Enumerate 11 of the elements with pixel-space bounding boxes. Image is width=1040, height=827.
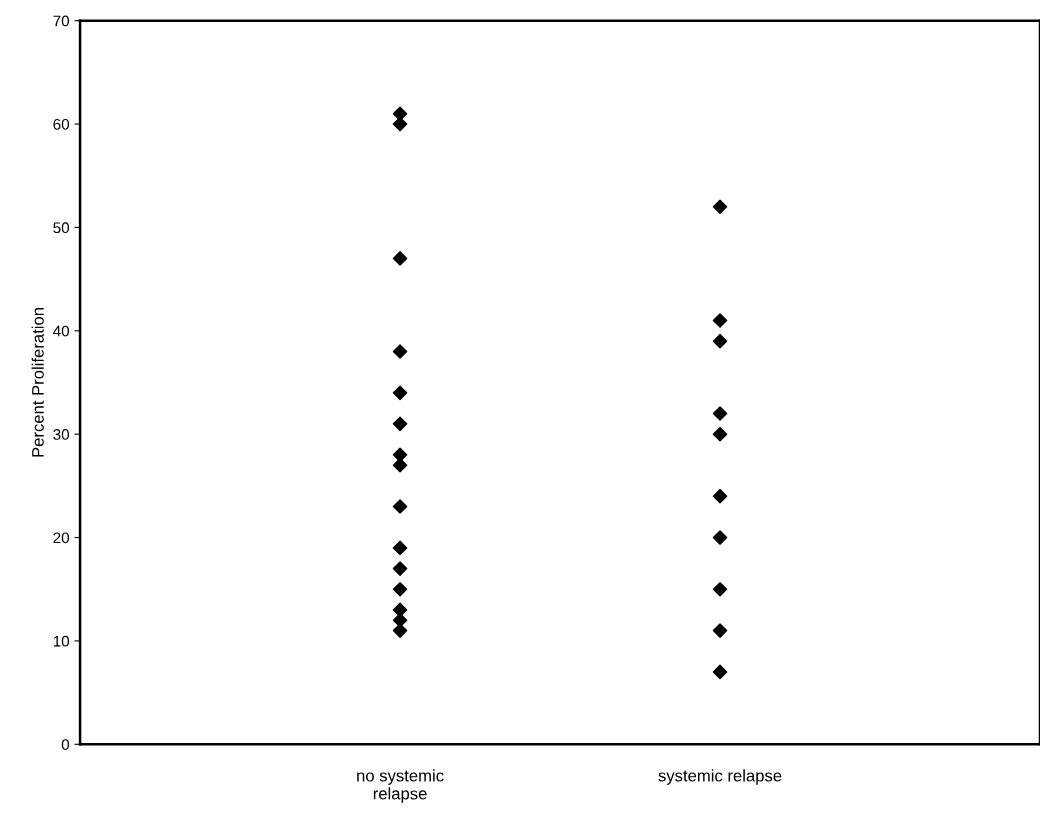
y-tick-label: 40 bbox=[53, 325, 70, 337]
y-tick-label: 50 bbox=[53, 222, 70, 234]
y-tick-label: 20 bbox=[53, 532, 70, 544]
y-tick-label: 70 bbox=[53, 15, 70, 27]
y-tick-label: 30 bbox=[53, 429, 70, 440]
x-tick-label: no systemic relapse bbox=[357, 769, 444, 803]
y-axis-title: Percent Proliferation bbox=[31, 308, 44, 457]
x-tick-label: systemic relapse bbox=[658, 769, 782, 785]
y-tick-label: 0 bbox=[61, 739, 70, 750]
y-tick-label: 10 bbox=[53, 635, 70, 647]
y-tick-label: 60 bbox=[53, 118, 70, 130]
